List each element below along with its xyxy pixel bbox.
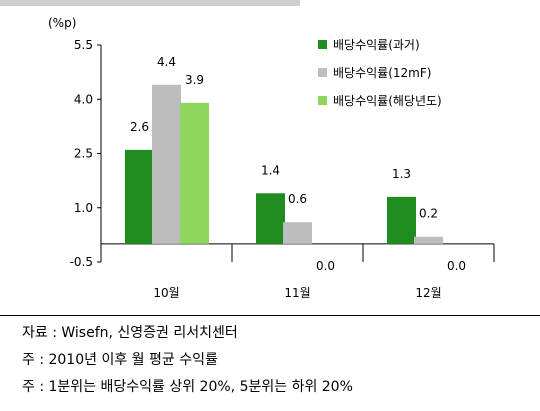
period-note: 주 : 2010년 이후 월 평균 수익률 [22,352,218,368]
bar [256,193,285,244]
data-label: 0.0 [316,259,335,273]
bar [152,84,181,244]
category-label: 10월 [153,286,179,300]
bar [387,196,416,244]
legend-label: 배당수익률(과거) [333,38,420,52]
data-label: 1.3 [392,167,411,181]
bar [180,102,209,244]
y-tick-label: 5.5 [74,38,93,52]
y-unit-label: (%p) [48,16,76,30]
data-label: 0.6 [288,192,307,206]
y-tick-label: 1.0 [74,201,93,215]
bar [283,222,312,244]
data-label: 2.6 [130,120,149,134]
legend-swatch [318,40,327,49]
data-label: 3.9 [185,73,204,87]
dividend-yield-chart: 5.5 4.0 2.5 1.0 -0.5 (%p) 10월 11월 12월 2.6 4.4 3.9 1… [48,16,495,300]
y-tick-label: -0.5 [70,255,93,269]
y-tick-label: 2.5 [74,147,93,161]
y-tick-label: 4.0 [74,92,93,106]
legend-label: 배당수익률(해당년도) [333,94,442,108]
legend-swatch [318,68,327,77]
source-note: 자료 : Wisefn, 신영증권 리서치센터 [22,325,238,341]
category-label: 11월 [284,286,310,300]
data-label: 4.4 [157,55,176,69]
category-label: 12월 [415,286,441,300]
bar [125,149,154,244]
data-label: 1.4 [261,163,280,177]
legend-swatch [318,96,327,105]
data-label: 0.0 [447,259,466,273]
chart-footer: 자료 : Wisefn, 신영증권 리서치센터 주 : 2010년 이후 월 평… [0,315,540,411]
legend-label: 배당수익률(12mF) [333,66,431,80]
quintile-note: 주 : 1분위는 배당수익률 상위 20%, 5분위는 하위 20% [22,379,353,395]
top-title-strip [0,0,300,6]
data-label: 0.2 [419,207,438,221]
bar [414,236,443,244]
